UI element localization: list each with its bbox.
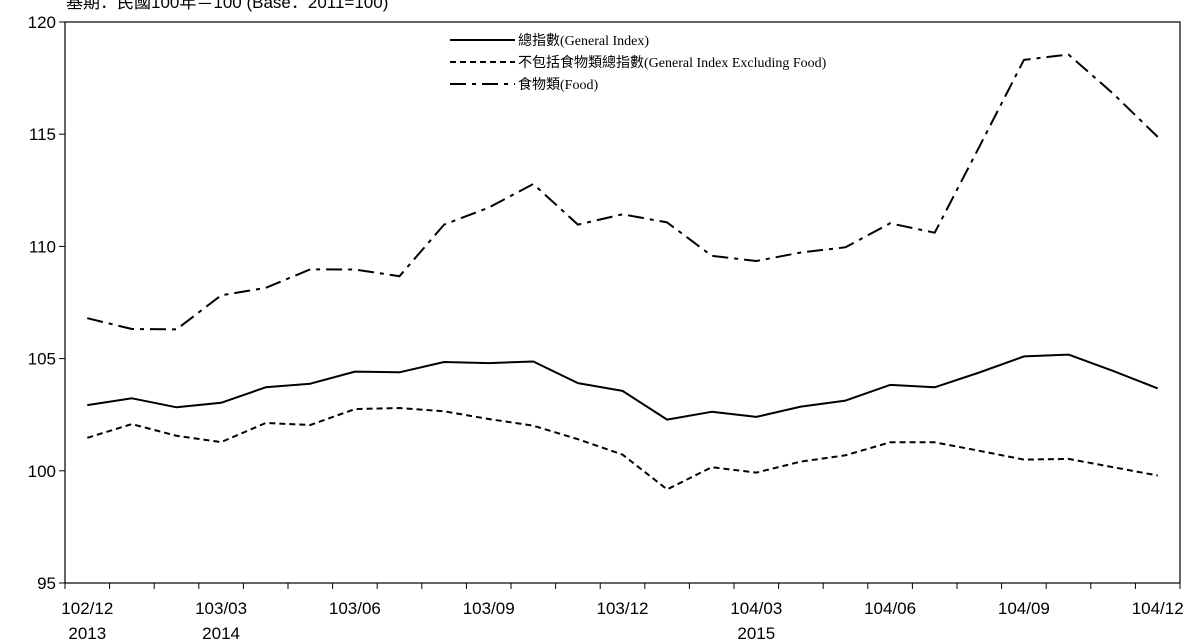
series-layer — [87, 55, 1157, 490]
y-tick-label: 100 — [28, 462, 56, 481]
series-line-3 — [87, 55, 1157, 330]
y-tick-label: 115 — [29, 125, 56, 144]
x-tick-year-label: 2013 — [68, 624, 106, 643]
x-tick-label: 103/03 — [195, 599, 247, 618]
y-tick-label: 95 — [37, 574, 56, 593]
legend-label-1: 總指數(General Index) — [518, 32, 649, 49]
y-tick-label: 105 — [28, 350, 56, 369]
x-tick-label: 102/12 — [61, 599, 113, 618]
axes: 95 100 105 110 115 120 102/12 2013 103/03 2014 103… — [28, 13, 1184, 643]
legend-label-3: 食物類(Food) — [518, 76, 598, 93]
series-line-2 — [87, 408, 1157, 489]
legend: 總指數(General Index) 不包括食物類總指數(General Inde… — [450, 32, 827, 93]
x-tick-label: 103/09 — [463, 599, 515, 618]
x-tick-year-label: 2014 — [202, 624, 240, 643]
x-tick-label: 103/12 — [597, 599, 649, 618]
y-tick-label: 120 — [28, 13, 56, 32]
legend-label-2: 不包括食物類總指數(General Index Excluding Food) — [518, 54, 827, 71]
x-tick-year-label: 2015 — [737, 624, 775, 643]
series-line-1 — [87, 355, 1157, 420]
x-tick-label: 104/03 — [730, 599, 782, 618]
x-tick-label: 104/09 — [998, 599, 1050, 618]
plot-frame — [65, 22, 1180, 583]
x-tick-label: 103/06 — [329, 599, 381, 618]
x-tick-label: 104/06 — [864, 599, 916, 618]
x-tick-label: 104/12 — [1132, 599, 1184, 618]
y-tick-label: 110 — [29, 237, 56, 256]
chart-subtitle: 基期：民國100年＝100 (Base：2011=100) — [66, 0, 388, 12]
